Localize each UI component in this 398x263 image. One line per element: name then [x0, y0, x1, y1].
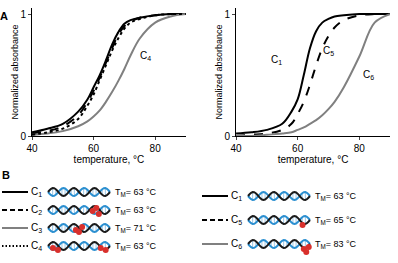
svg-text:1: 1	[20, 9, 26, 20]
svg-text:TM= 63 °C: TM= 63 °C	[115, 205, 157, 216]
svg-text:C5: C5	[231, 214, 242, 226]
svg-text:temperature, °C: temperature, °C	[74, 154, 145, 165]
svg-text:60: 60	[292, 143, 304, 154]
svg-text:TM= 65 °C: TM= 65 °C	[315, 215, 357, 226]
svg-text:TM= 83 °C: TM= 83 °C	[315, 239, 357, 250]
svg-text:TM= 63 °C: TM= 63 °C	[115, 187, 157, 198]
svg-text:temperature, °C: temperature, °C	[278, 154, 349, 165]
svg-text:80: 80	[150, 143, 162, 154]
svg-text:TM= 63 °C: TM= 63 °C	[315, 191, 357, 202]
svg-text:C​1​: C​1​	[271, 54, 282, 66]
svg-text:Normalized absorbance: Normalized absorbance	[10, 24, 20, 119]
svg-text:B: B	[2, 169, 10, 181]
svg-text:80: 80	[354, 143, 366, 154]
svg-text:A: A	[0, 10, 8, 22]
svg-text:C​4​: C​4​	[140, 50, 151, 62]
svg-text:C1: C1	[231, 190, 242, 202]
svg-text:C6: C6	[231, 238, 242, 250]
svg-text:1: 1	[224, 9, 230, 20]
svg-text:0: 0	[20, 131, 26, 142]
svg-text:TM= 71 °C: TM= 71 °C	[115, 223, 157, 234]
svg-text:Normalized absorbance: Normalized absorbance	[214, 24, 224, 119]
svg-text:C2: C2	[31, 204, 42, 216]
svg-text:TM= 63 °C: TM= 63 °C	[115, 241, 157, 252]
svg-text:40: 40	[230, 143, 242, 154]
svg-text:C4: C4	[31, 240, 42, 252]
svg-text:C3: C3	[31, 222, 42, 234]
svg-text:0: 0	[224, 131, 230, 142]
svg-text:C1: C1	[31, 186, 42, 198]
svg-text:C​6​: C​6​	[363, 69, 374, 81]
svg-text:40: 40	[26, 143, 38, 154]
svg-text:C​5​: C​5​	[323, 45, 334, 57]
svg-text:60: 60	[88, 143, 100, 154]
